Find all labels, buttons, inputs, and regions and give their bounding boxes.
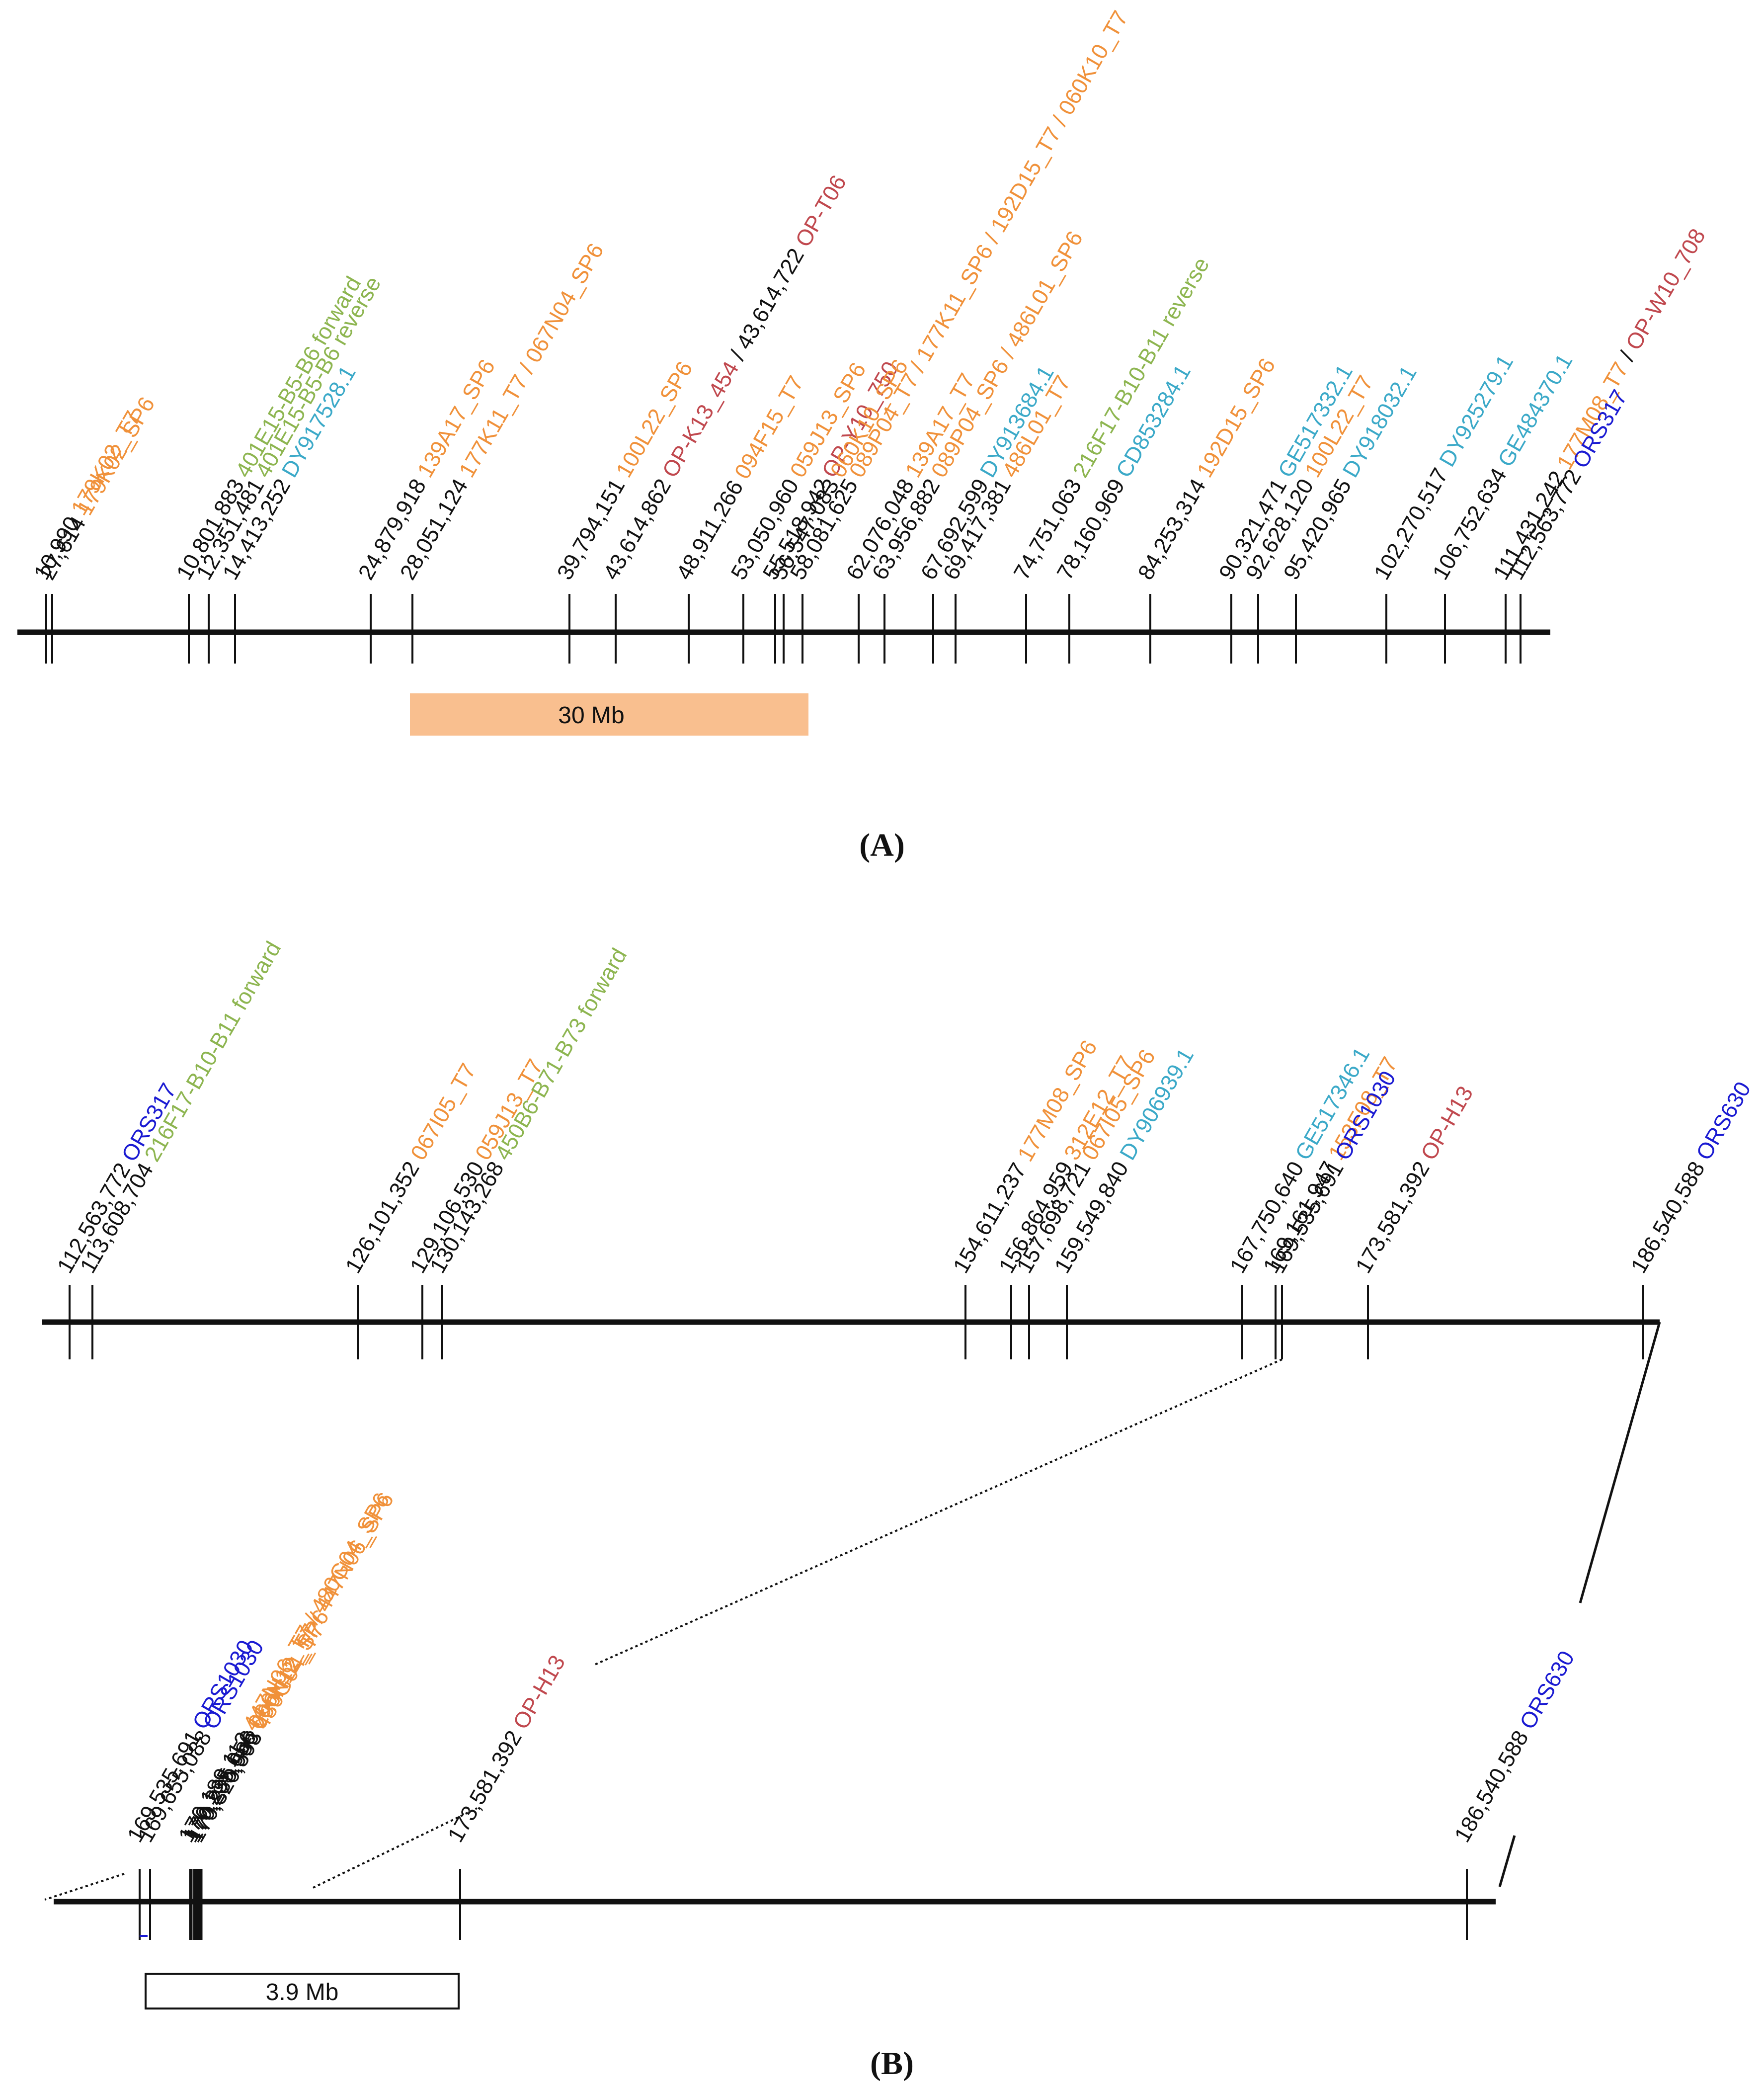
- zoom-connector-solid-bottom: [1498, 1835, 1516, 1887]
- panel-b-position-13: 173,581,392: [1350, 1157, 1434, 1277]
- panel-a-marker-name-21-1: 192D15_SP6: [1192, 354, 1280, 482]
- panel-b-marker-name-2-1: 216F17-B10-B11 forward: [139, 937, 286, 1166]
- zoom-connector-dotted-top: [593, 1358, 1283, 1666]
- zoom-label-7: 173,581,392 OP-H13: [442, 1651, 570, 1846]
- panel-a-label-2: 27,614 179K02_SP6: [34, 393, 160, 584]
- scale-bar-a-label: 30 Mb: [558, 702, 624, 729]
- panel-b-label-1: 112,563,772 ORS317: [52, 1079, 181, 1277]
- panel-b-label-2: 113,608,704 216F17-B10-B11 forward: [75, 937, 286, 1277]
- panel-a-caption: (A): [859, 827, 905, 863]
- panel-a-marker-name-2-1: 179K02_SP6: [72, 393, 160, 519]
- scale-bar-b: [145, 1973, 460, 2009]
- panel-a-marker-name-27-3: OP-W10_708: [1620, 224, 1710, 354]
- zoom-position-8: 186,540,588: [1449, 1726, 1533, 1846]
- panel-a-marker-name-4-1: 401E15-B5-B6 reverse: [250, 272, 386, 482]
- scale-bar-a: [410, 693, 808, 736]
- panel-b-marker-name-14-1: ORS630: [1691, 1077, 1756, 1164]
- marker-ticks-zoom: [139, 1869, 1468, 1940]
- panel-b-marker-name-3-1: 067I05_T7: [405, 1059, 481, 1165]
- panel-b-marker-name-13-1: OP-H13: [1416, 1082, 1478, 1164]
- marker-ticks-b: [69, 1285, 1644, 1359]
- zoom-marker-name-7-1: OP-H13: [508, 1651, 570, 1733]
- zoom-connector-dotted-bottom-left: [44, 1873, 125, 1901]
- panel-b-position-14: 186,540,588: [1625, 1157, 1709, 1277]
- panel-b-marker-name-5-1: 450B6-B71-B73 forward: [490, 944, 632, 1165]
- zoom-connector-solid-top: [1579, 1322, 1661, 1603]
- panel-a-label-4: 12,351,481 401E15-B5-B6 reverse: [191, 272, 386, 584]
- marker-ticks-a: [45, 594, 1522, 664]
- panel-a-position-21: 84,253,314: [1132, 474, 1210, 584]
- panel-a-marker-name-9-3: OP-T06: [790, 170, 851, 251]
- zoom-label-8: 186,540,588 ORS630: [1449, 1646, 1579, 1846]
- zoom-position-7: 173,581,392: [442, 1726, 526, 1846]
- scale-bar-b-label: 3.9 Mb: [266, 1979, 339, 2006]
- zoom-marker-name-8-1: ORS630: [1515, 1646, 1579, 1733]
- panel-b-label-14: 186,540,588 ORS630: [1625, 1077, 1756, 1277]
- panel-a-marker-name-9-2: / 43,614,722: [722, 239, 812, 370]
- panel-b-caption: (B): [870, 2045, 914, 2082]
